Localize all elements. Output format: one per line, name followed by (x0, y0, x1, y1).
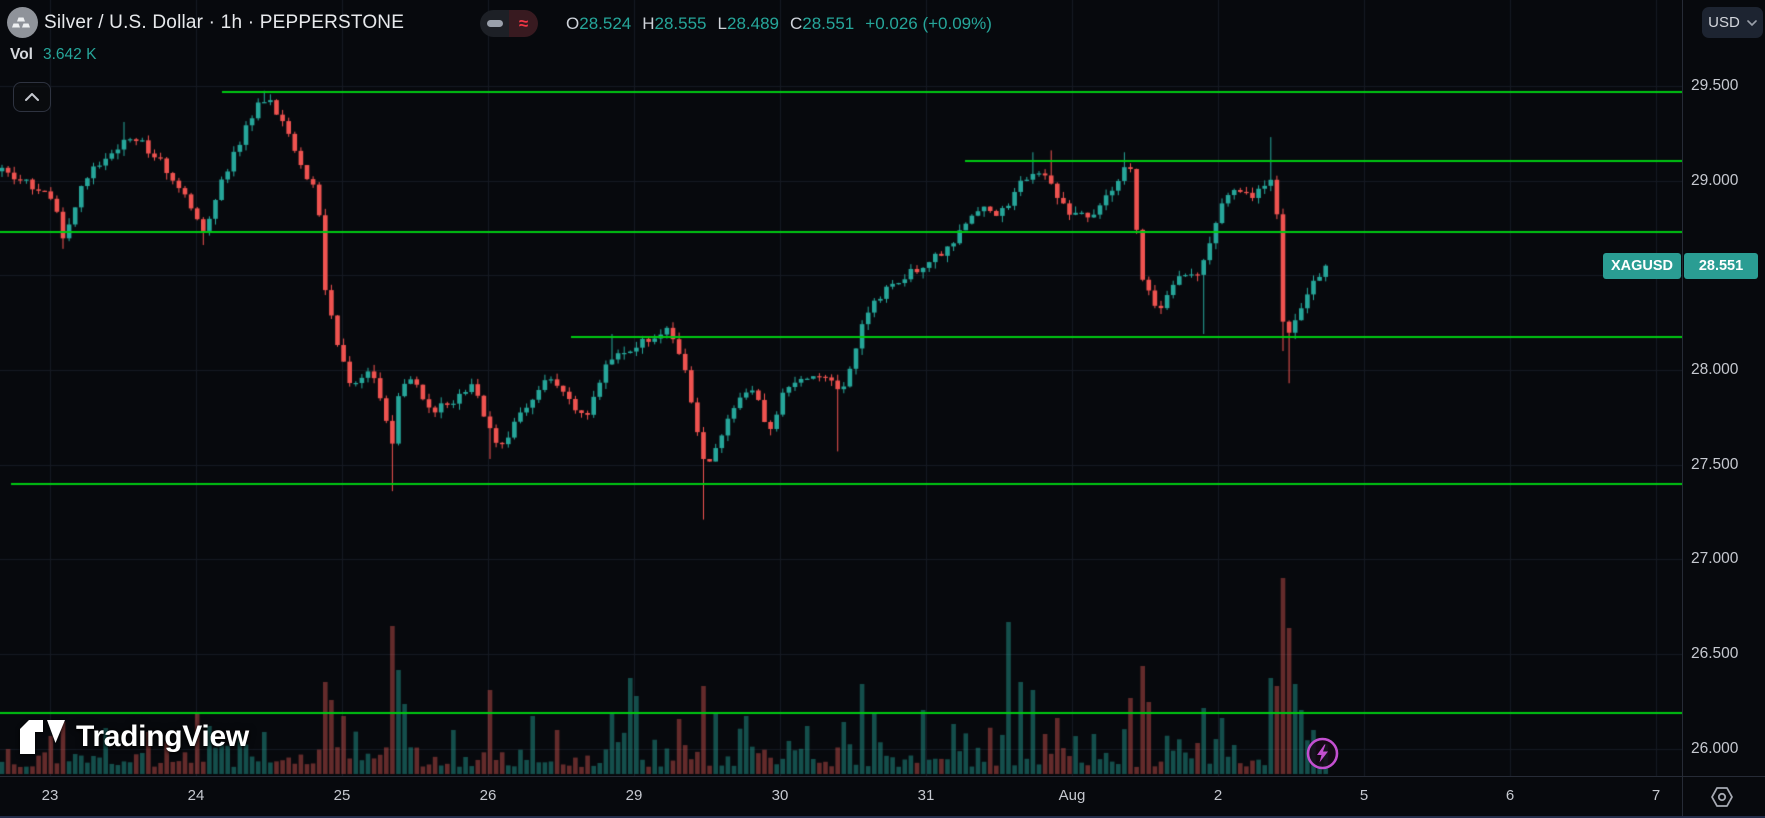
lightning-bolt-icon (1306, 737, 1339, 770)
approx-icon: ≈ (518, 13, 529, 33)
time-axis-label: 31 (917, 787, 935, 804)
tradingview-logo-icon (20, 720, 65, 754)
time-axis-label: 30 (771, 787, 789, 804)
time-axis-label: 29 (625, 787, 643, 804)
chevron-down-icon (1747, 19, 1757, 26)
symbol-title[interactable]: Silver / U.S. Dollar · 1h · PEPPERSTONE (44, 12, 405, 33)
time-axis-label: 24 (187, 787, 205, 804)
collapse-legend-button[interactable] (13, 82, 51, 112)
gear-icon (1711, 787, 1733, 807)
close-label: C (789, 14, 803, 33)
price-chart-canvas[interactable] (0, 0, 1682, 776)
open-label: O (566, 14, 580, 33)
close-value: 28.551 (802, 14, 855, 33)
change-value: +0.026 (+0.09%) (865, 14, 992, 33)
price-axis-label: 26.500 (1691, 644, 1739, 662)
time-axis-label: 6 (1505, 787, 1515, 804)
volume-readout: Vol 3.642 K (10, 46, 96, 64)
high-label: H (642, 14, 655, 33)
last-price-tag: 28.551 (1684, 253, 1758, 279)
low-label: L (717, 14, 727, 33)
instant-order-button[interactable] (1306, 737, 1339, 770)
time-axis-label: 5 (1359, 787, 1369, 804)
open-value: 28.524 (579, 14, 632, 33)
price-axis-label: 26.000 (1691, 739, 1739, 757)
price-axis-label: 28.000 (1691, 360, 1739, 378)
time-axis-label: 23 (41, 787, 59, 804)
price-axis-label: 27.000 (1691, 550, 1739, 568)
symbol-price-tag: XAGUSD (1603, 253, 1681, 279)
high-value: 28.555 (654, 14, 707, 33)
dash-icon (486, 20, 503, 27)
price-axis[interactable]: 29.50029.00028.50028.00027.50027.00026.5… (1683, 0, 1765, 776)
currency-dropdown-value: USD (1708, 14, 1740, 31)
time-axis-label: 26 (479, 787, 497, 804)
time-axis-label: 25 (333, 787, 351, 804)
time-axis-separator (0, 776, 1765, 777)
chevron-up-icon (25, 93, 39, 101)
price-axis-separator (1682, 0, 1683, 818)
time-axis[interactable]: 23 24 25 26 29 30 31 Aug 2 5 6 7 (0, 777, 1682, 816)
volume-value: 3.642 K (42, 46, 97, 63)
time-axis-label: 2 (1213, 787, 1223, 804)
price-axis-label: 29.000 (1691, 171, 1739, 189)
tradingview-watermark[interactable]: TradingView (20, 720, 249, 754)
low-value: 28.489 (726, 14, 779, 33)
currency-dropdown[interactable]: USD (1702, 7, 1763, 38)
volume-label: Vol (10, 46, 33, 63)
market-status-toggle[interactable]: ≈ (480, 10, 538, 37)
approx-values-badge[interactable]: ≈ (509, 10, 538, 37)
chart-legend: Silver / U.S. Dollar · 1h · PEPPERSTONE (44, 11, 404, 35)
silver-symbol-icon (7, 7, 38, 38)
price-axis-label: 27.500 (1691, 455, 1739, 473)
time-axis-label: Aug (1058, 787, 1086, 804)
ohlc-readout: O 28.524 H 28.555 L 28.489 C 28.551 +0.026 (+0.0… (566, 14, 992, 34)
time-axis-label: 7 (1651, 787, 1661, 804)
ohlc-values-toggle[interactable] (480, 10, 509, 37)
window-bottom-edge (0, 816, 1765, 818)
axis-settings-button[interactable] (1708, 784, 1736, 810)
tradingview-watermark-text: TradingView (76, 720, 249, 753)
price-axis-label: 29.500 (1691, 77, 1739, 94)
